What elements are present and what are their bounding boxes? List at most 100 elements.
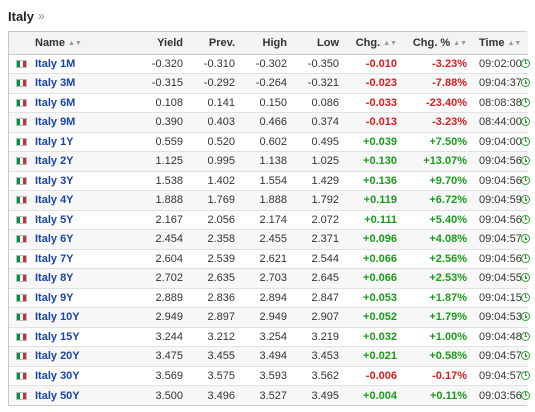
name-cell: Italy 4Y bbox=[9, 190, 117, 211]
bond-name-link[interactable]: Italy 15Y bbox=[35, 330, 80, 343]
bond-name-link[interactable]: Italy 1M bbox=[35, 57, 76, 70]
change-cell: -0.010 bbox=[345, 54, 403, 74]
yield-cell: 2.949 bbox=[117, 307, 189, 328]
yield-cell: -0.315 bbox=[117, 73, 189, 94]
low-cell: 2.544 bbox=[293, 249, 345, 269]
sort-arrows-icon: ▲▼ bbox=[383, 39, 397, 47]
bond-name-link[interactable]: Italy 4Y bbox=[35, 194, 74, 207]
page-title[interactable]: Italy bbox=[8, 8, 35, 24]
table-body: Italy 1M -0.320 -0.310 -0.302 -0.350 -0.010 -3… bbox=[9, 54, 530, 405]
bond-name-link[interactable]: Italy 10Y bbox=[35, 311, 80, 324]
time-cell: 09:04:56 bbox=[473, 210, 522, 230]
bond-name-link[interactable]: Italy 6Y bbox=[35, 233, 74, 246]
bond-name-link[interactable]: Italy 9M bbox=[35, 116, 76, 129]
table-row: Italy 6Y 2.454 2.358 2.455 2.371 +0.096 +4.08%… bbox=[9, 229, 530, 250]
name-cell: Italy 10Y bbox=[9, 307, 117, 328]
change-cell: +0.096 bbox=[345, 229, 403, 250]
clock-icon bbox=[521, 253, 530, 263]
bond-name-link[interactable]: Italy 3Y bbox=[35, 174, 74, 187]
bond-name-link[interactable]: Italy 30Y bbox=[35, 369, 80, 382]
low-cell: -0.350 bbox=[293, 54, 345, 74]
change-cell: -0.023 bbox=[345, 73, 403, 94]
yield-cell: 3.244 bbox=[117, 327, 189, 347]
time-cell: 09:04:57 bbox=[473, 366, 522, 386]
time-cell: 09:04:57 bbox=[473, 346, 522, 367]
table-row: Italy 50Y 3.500 3.496 3.527 3.495 +0.004 +0.11… bbox=[9, 385, 530, 405]
name-cell: Italy 5Y bbox=[9, 210, 117, 230]
bond-name-link[interactable]: Italy 1Y bbox=[35, 135, 74, 148]
prev-cell: 0.520 bbox=[189, 132, 241, 152]
change-percent-cell: +13.07% bbox=[403, 151, 473, 172]
bond-name-link[interactable]: Italy 7Y bbox=[35, 252, 74, 265]
col-header-name[interactable]: Name ▲▼ bbox=[9, 32, 117, 55]
high-cell: 2.894 bbox=[241, 288, 293, 308]
title-more-link[interactable]: » bbox=[38, 9, 45, 23]
table-row: Italy 15Y 3.244 3.212 3.254 3.219 +0.032 +1.00… bbox=[9, 327, 530, 347]
low-cell: 3.495 bbox=[311, 389, 339, 402]
table-row: Italy 7Y 2.604 2.539 2.621 2.544 +0.066 +2.56%… bbox=[9, 249, 530, 269]
yield-cell: 2.604 bbox=[117, 249, 189, 269]
col-header-prev[interactable]: Prev. bbox=[189, 32, 241, 55]
time-cell: 09:02:00 bbox=[473, 54, 522, 74]
high-cell: 2.455 bbox=[241, 229, 293, 250]
name-cell: Italy 30Y bbox=[9, 366, 117, 386]
table-row: Italy 8Y 2.702 2.635 2.703 2.645 +0.066 +2.53%… bbox=[9, 268, 530, 289]
time-cell: 09:04:59 bbox=[473, 190, 522, 211]
high-cell: 0.150 bbox=[241, 93, 293, 113]
bond-name-link[interactable]: Italy 5Y bbox=[35, 213, 74, 226]
time-cell: 09:04:56 bbox=[473, 151, 522, 172]
bond-name-link[interactable]: Italy 20Y bbox=[35, 350, 80, 363]
table-row: Italy 9Y 2.889 2.836 2.894 2.847 +0.053 +1.87%… bbox=[9, 288, 530, 308]
low-cell: 0.086 bbox=[293, 93, 345, 113]
sort-arrows-icon: ▲▼ bbox=[507, 39, 522, 47]
high-cell: 3.494 bbox=[241, 346, 293, 367]
name-cell: Italy 6M bbox=[9, 93, 117, 113]
yield-cell: 2.167 bbox=[117, 210, 189, 230]
prev-cell: 0.141 bbox=[189, 93, 241, 113]
status-cell bbox=[515, 366, 530, 386]
col-header-chg[interactable]: Chg. ▲▼ bbox=[345, 32, 403, 55]
status-cell bbox=[515, 112, 530, 133]
yield-cell: 2.454 bbox=[117, 229, 189, 250]
change-percent-cell: +7.50% bbox=[403, 132, 473, 152]
bond-name-link[interactable]: Italy 6M bbox=[35, 96, 76, 109]
col-header-high[interactable]: High bbox=[241, 32, 293, 55]
high-cell: 1.554 bbox=[241, 171, 293, 191]
prev-cell: 3.212 bbox=[189, 327, 241, 347]
high-cell: -0.302 bbox=[241, 54, 293, 74]
name-cell: Italy 6Y bbox=[9, 229, 117, 250]
high-cell: 1.888 bbox=[241, 190, 293, 211]
bond-name-link[interactable]: Italy 2Y bbox=[35, 155, 74, 168]
yield-cell: 0.108 bbox=[117, 93, 189, 113]
prev-cell: 2.836 bbox=[189, 288, 241, 308]
low-cell: 0.495 bbox=[293, 132, 345, 152]
bond-name-link[interactable]: Italy 8Y bbox=[35, 272, 74, 285]
high-cell: 2.621 bbox=[241, 249, 293, 269]
change-cell: +0.066 bbox=[345, 268, 403, 289]
col-header-yield[interactable]: Yield bbox=[117, 32, 189, 55]
clock-icon bbox=[521, 351, 530, 361]
name-cell: Italy 3Y bbox=[9, 171, 117, 191]
col-header-low[interactable]: Low bbox=[293, 32, 345, 55]
table-row: Italy 3M -0.315 -0.292 -0.264 -0.321 -0.023 -7… bbox=[9, 73, 530, 94]
change-percent-cell: +1.00% bbox=[403, 327, 473, 347]
bond-name-link[interactable]: Italy 9Y bbox=[35, 291, 74, 304]
bond-name-link[interactable]: Italy 3M bbox=[35, 77, 76, 90]
time-cell: 09:04:48 bbox=[473, 327, 522, 347]
bond-name-link[interactable]: Italy 50Y bbox=[35, 389, 80, 402]
low-cell: 3.562 bbox=[293, 366, 345, 386]
yield-cell: 3.569 bbox=[117, 366, 189, 386]
col-header-time[interactable]: Time ▲▼ bbox=[473, 32, 521, 55]
status-cell bbox=[515, 307, 530, 328]
time-cell: 08:08:38 bbox=[473, 93, 522, 113]
high-cell: 0.466 bbox=[241, 112, 293, 133]
clock-icon bbox=[521, 136, 530, 146]
change-percent-cell: -0.17% bbox=[403, 366, 473, 386]
change-percent-cell: +1.79% bbox=[403, 307, 473, 328]
low-cell: 2.645 bbox=[293, 268, 345, 289]
col-header-chg-pct[interactable]: Chg. % ▲▼ bbox=[403, 32, 473, 55]
change-percent-cell: +2.53% bbox=[403, 268, 473, 289]
prev-cell: -0.310 bbox=[189, 54, 241, 74]
italy-flag-icon bbox=[16, 137, 27, 146]
time-cell: 09:04:15 bbox=[473, 288, 522, 308]
